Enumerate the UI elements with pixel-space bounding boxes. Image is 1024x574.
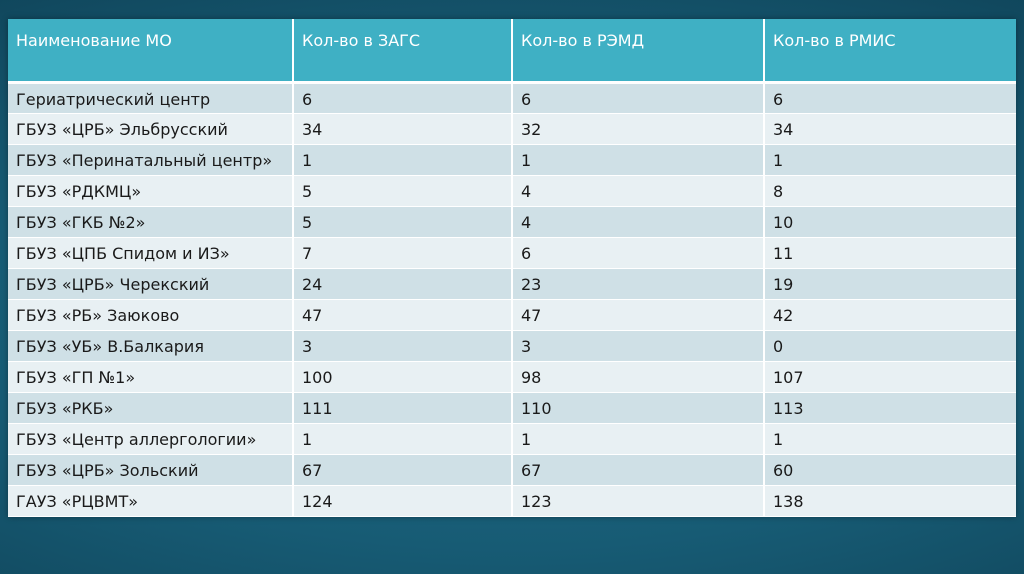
- cell-remd: 47: [512, 299, 765, 331]
- cell-name: ГБУЗ «ЦРБ» Зольский: [8, 454, 294, 486]
- cell-rmis: 8: [764, 175, 1016, 207]
- data-table: Наименование МО Кол-во в ЗАГС Кол-во в Р…: [8, 19, 1016, 517]
- cell-name: Гериатрический центр: [8, 82, 294, 114]
- table-row: ГБУЗ «УБ» В.Балкария 3 3 0: [8, 330, 1016, 362]
- cell-zags: 3: [293, 330, 513, 362]
- cell-rmis: 1: [764, 423, 1016, 455]
- cell-zags: 1: [293, 423, 513, 455]
- cell-remd: 67: [512, 454, 765, 486]
- cell-rmis: 0: [764, 330, 1016, 362]
- cell-zags: 67: [293, 454, 513, 486]
- cell-remd: 6: [512, 82, 765, 114]
- cell-remd: 110: [512, 392, 765, 424]
- cell-zags: 1: [293, 144, 513, 176]
- cell-rmis: 113: [764, 392, 1016, 424]
- table-row: ГБУЗ «Перинатальный центр» 1 1 1: [8, 144, 1016, 176]
- table-header: Наименование МО Кол-во в ЗАГС Кол-во в Р…: [8, 19, 1016, 84]
- cell-zags: 6: [293, 82, 513, 114]
- table-row: ГБУЗ «РКБ» 111 110 113: [8, 392, 1016, 424]
- table-row: ГБУЗ «ЦРБ» Эльбрусский 34 32 34: [8, 113, 1016, 145]
- cell-name: ГБУЗ «ЦПБ Спидом и ИЗ»: [8, 237, 294, 269]
- cell-rmis: 34: [764, 113, 1016, 145]
- cell-remd: 32: [512, 113, 765, 145]
- table-body: Гериатрический центр 6 6 6 ГБУЗ «ЦРБ» Эльбру…: [8, 82, 1016, 517]
- cell-remd: 98: [512, 361, 765, 393]
- table-row: Гериатрический центр 6 6 6: [8, 82, 1016, 114]
- cell-zags: 47: [293, 299, 513, 331]
- cell-zags: 34: [293, 113, 513, 145]
- header-cell-name: Наименование МО: [8, 19, 294, 84]
- table-row: ГБУЗ «ГКБ №2» 5 4 10: [8, 206, 1016, 238]
- cell-name: ГБУЗ «УБ» В.Балкария: [8, 330, 294, 362]
- cell-rmis: 107: [764, 361, 1016, 393]
- header-cell-rmis: Кол-во в РМИС: [764, 19, 1016, 84]
- header-row: Наименование МО Кол-во в ЗАГС Кол-во в Р…: [8, 19, 1016, 84]
- cell-name: ГБУЗ «РДКМЦ»: [8, 175, 294, 207]
- data-table-container: Наименование МО Кол-во в ЗАГС Кол-во в Р…: [8, 19, 1016, 517]
- cell-remd: 4: [512, 175, 765, 207]
- table-row: ГБУЗ «ЦРБ» Черекский 24 23 19: [8, 268, 1016, 300]
- cell-name: ГБУЗ «ЦРБ» Эльбрусский: [8, 113, 294, 145]
- header-cell-remd: Кол-во в РЭМД: [512, 19, 765, 84]
- cell-name: ГБУЗ «ГП №1»: [8, 361, 294, 393]
- cell-zags: 5: [293, 175, 513, 207]
- cell-rmis: 10: [764, 206, 1016, 238]
- cell-zags: 24: [293, 268, 513, 300]
- cell-remd: 6: [512, 237, 765, 269]
- table-row: ГБУЗ «РБ» Заюково 47 47 42: [8, 299, 1016, 331]
- cell-rmis: 6: [764, 82, 1016, 114]
- cell-zags: 5: [293, 206, 513, 238]
- cell-remd: 3: [512, 330, 765, 362]
- cell-rmis: 138: [764, 485, 1016, 517]
- table-row: ГБУЗ «ЦПБ Спидом и ИЗ» 7 6 11: [8, 237, 1016, 269]
- table-row: ГАУЗ «РЦВМТ» 124 123 138: [8, 485, 1016, 517]
- cell-remd: 1: [512, 144, 765, 176]
- cell-rmis: 1: [764, 144, 1016, 176]
- table-row: ГБУЗ «ЦРБ» Зольский 67 67 60: [8, 454, 1016, 486]
- cell-name: ГБУЗ «Центр аллергологии»: [8, 423, 294, 455]
- cell-zags: 124: [293, 485, 513, 517]
- table-row: ГБУЗ «РДКМЦ» 5 4 8: [8, 175, 1016, 207]
- table-row: ГБУЗ «ГП №1» 100 98 107: [8, 361, 1016, 393]
- cell-name: ГБУЗ «ГКБ №2»: [8, 206, 294, 238]
- cell-name: ГБУЗ «РБ» Заюково: [8, 299, 294, 331]
- cell-remd: 1: [512, 423, 765, 455]
- cell-name: ГБУЗ «ЦРБ» Черекский: [8, 268, 294, 300]
- cell-remd: 23: [512, 268, 765, 300]
- cell-name: ГБУЗ «Перинатальный центр»: [8, 144, 294, 176]
- cell-remd: 123: [512, 485, 765, 517]
- cell-rmis: 60: [764, 454, 1016, 486]
- cell-name: ГАУЗ «РЦВМТ»: [8, 485, 294, 517]
- cell-remd: 4: [512, 206, 765, 238]
- cell-zags: 7: [293, 237, 513, 269]
- cell-rmis: 42: [764, 299, 1016, 331]
- cell-rmis: 11: [764, 237, 1016, 269]
- cell-zags: 111: [293, 392, 513, 424]
- cell-zags: 100: [293, 361, 513, 393]
- cell-rmis: 19: [764, 268, 1016, 300]
- table-row: ГБУЗ «Центр аллергологии» 1 1 1: [8, 423, 1016, 455]
- header-cell-zags: Кол-во в ЗАГС: [293, 19, 513, 84]
- cell-name: ГБУЗ «РКБ»: [8, 392, 294, 424]
